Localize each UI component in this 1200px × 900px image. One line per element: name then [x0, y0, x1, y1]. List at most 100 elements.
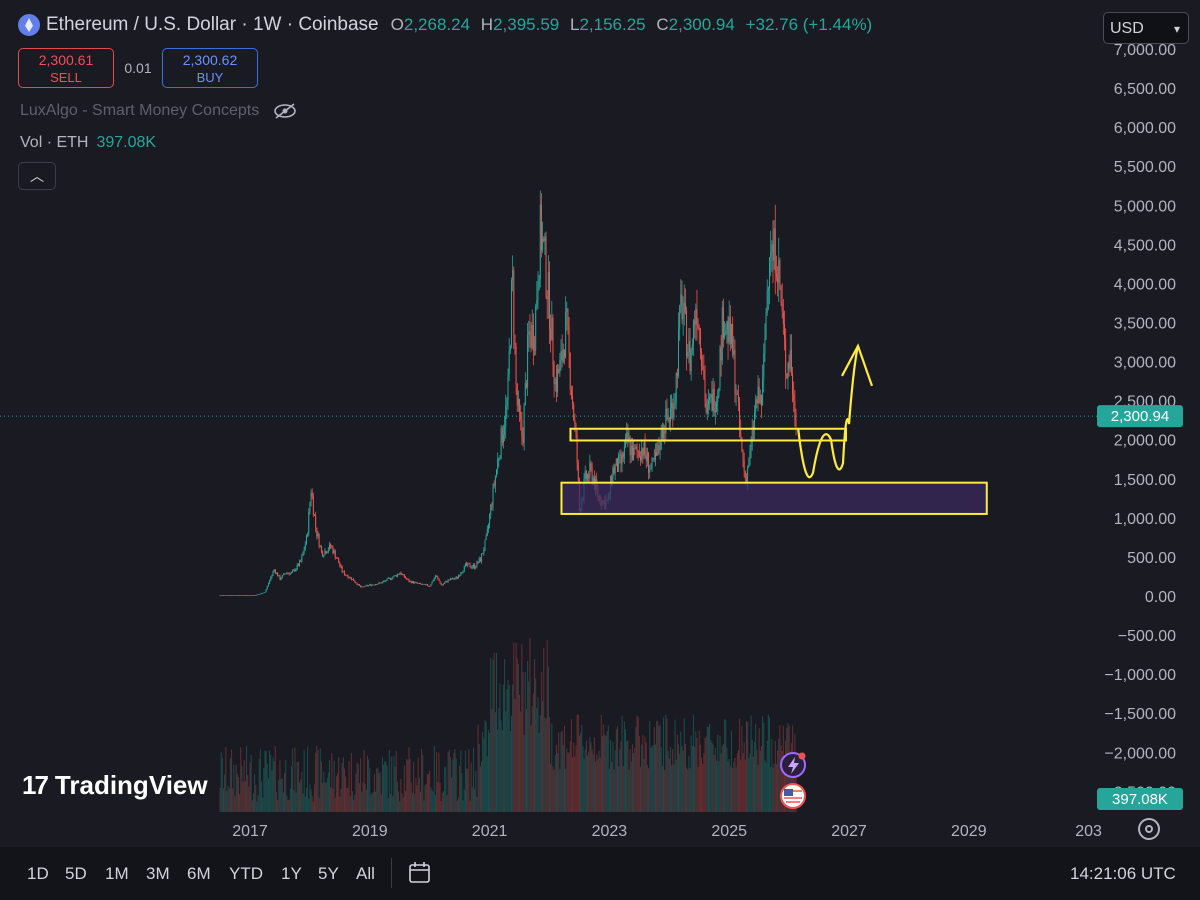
volume-bar: [631, 744, 633, 812]
candle-body: [555, 379, 557, 393]
projection-arrow[interactable]: [796, 345, 860, 479]
timeframe-5d[interactable]: 5D: [65, 864, 87, 883]
candle-body: [692, 320, 694, 345]
volume-bar: [311, 796, 313, 812]
volume-bar: [493, 652, 495, 812]
buy-button[interactable]: 2,300.62 BUY: [162, 48, 258, 88]
y-tick-label: 7,000.00: [1114, 42, 1176, 59]
timeframe-6m[interactable]: 6M: [187, 864, 211, 883]
candle-body: [780, 286, 782, 304]
indicator-legend[interactable]: LuxAlgo - Smart Money Concepts: [20, 102, 297, 120]
candle-body: [312, 496, 314, 515]
timeframe-all[interactable]: All: [356, 864, 375, 883]
volume-bar: [333, 760, 335, 812]
volume-bar: [504, 659, 506, 812]
tradingview-mark-icon: 17: [22, 770, 49, 800]
candle-body: [296, 564, 298, 569]
volume-bar: [507, 679, 509, 812]
event-icons[interactable]: [780, 752, 806, 809]
candle-body: [352, 579, 354, 580]
candle-body: [261, 593, 263, 594]
candle-body: [544, 236, 546, 241]
gear-icon[interactable]: [1138, 818, 1160, 840]
volume-bar: [607, 725, 609, 812]
candle-body: [499, 458, 501, 460]
candle-body: [430, 584, 432, 587]
volume-bar: [546, 639, 548, 812]
volume-bar: [338, 757, 340, 812]
volume-bar: [573, 742, 575, 812]
date-range-icon[interactable]: [407, 860, 433, 886]
volume-bar: [568, 752, 570, 812]
timeframe-3m[interactable]: 3M: [146, 864, 170, 883]
clock-utc[interactable]: 14:21:06 UTC: [1070, 864, 1176, 883]
candle-body: [718, 387, 720, 397]
timeframe-5y[interactable]: 5Y: [318, 864, 339, 883]
candle-body: [455, 577, 457, 579]
volume-bar: [277, 800, 279, 812]
timeframe-1m[interactable]: 1M: [105, 864, 129, 883]
volume-bar: [762, 716, 764, 812]
volume-bar: [257, 795, 259, 812]
candle-body: [309, 502, 311, 512]
candle-body: [223, 595, 225, 596]
candle-body: [672, 402, 674, 419]
collapse-legend-button[interactable]: ︿: [18, 162, 56, 190]
volume-bar: [399, 801, 401, 812]
y-tick-label: −1,500.00: [1104, 706, 1176, 723]
candle-body: [731, 323, 733, 344]
volume-bar: [452, 759, 454, 812]
candle-body: [227, 595, 229, 596]
timeframe-ytd[interactable]: YTD: [229, 864, 263, 883]
candle-body: [323, 555, 325, 557]
candle-body: [444, 582, 446, 584]
candle-body: [368, 585, 370, 587]
low-value: 2,156.25: [579, 15, 646, 34]
candle-body: [500, 428, 502, 459]
candle-body: [787, 363, 789, 379]
candle-body: [527, 334, 529, 387]
volume-bar: [581, 724, 583, 812]
symbol-title[interactable]: Ethereum / U.S. Dollar · 1W · Coinbase: [46, 14, 379, 35]
volume-bar: [681, 746, 683, 812]
eye-hidden-icon[interactable]: [273, 102, 297, 120]
candle-body: [453, 578, 455, 580]
volume-legend[interactable]: Vol · ETH 397.08K: [20, 134, 156, 152]
volume-bar: [350, 752, 352, 812]
volume-bar: [561, 731, 563, 812]
x-tick-label: 2029: [951, 823, 987, 840]
candle-body: [652, 458, 654, 460]
volume-bar: [530, 725, 532, 812]
volume-tag: 397.08K: [1097, 788, 1183, 810]
candle-body: [712, 388, 714, 411]
support-zone[interactable]: [569, 427, 848, 442]
volume-bar: [467, 768, 469, 812]
volume-bar: [641, 744, 643, 812]
candle-body: [537, 289, 539, 301]
candle-body: [338, 558, 340, 564]
candle-body: [294, 569, 296, 571]
volume-bar: [616, 726, 618, 812]
volume-bar: [623, 721, 625, 812]
sell-button[interactable]: 2,300.61 SELL: [18, 48, 114, 88]
candle-body: [349, 577, 351, 579]
volume-bar: [731, 730, 733, 812]
volume-bar: [645, 742, 647, 812]
timeframe-1d[interactable]: 1D: [27, 864, 49, 883]
volume-bar: [320, 761, 322, 812]
candle-body: [747, 467, 749, 482]
volume-bar: [439, 782, 441, 812]
currency-select[interactable]: USD ▾: [1103, 12, 1189, 44]
volume-bar: [709, 723, 711, 812]
candle-body: [391, 578, 393, 580]
volume-bar: [537, 697, 539, 812]
support-zone[interactable]: [560, 481, 988, 515]
volume-bar: [310, 789, 312, 812]
volume-bar: [694, 746, 696, 812]
timeframe-1y[interactable]: 1Y: [281, 864, 302, 883]
candle-body: [489, 514, 491, 525]
y-tick-label: −500.00: [1118, 628, 1176, 645]
candle-body: [221, 595, 223, 596]
candle-body: [273, 569, 275, 572]
